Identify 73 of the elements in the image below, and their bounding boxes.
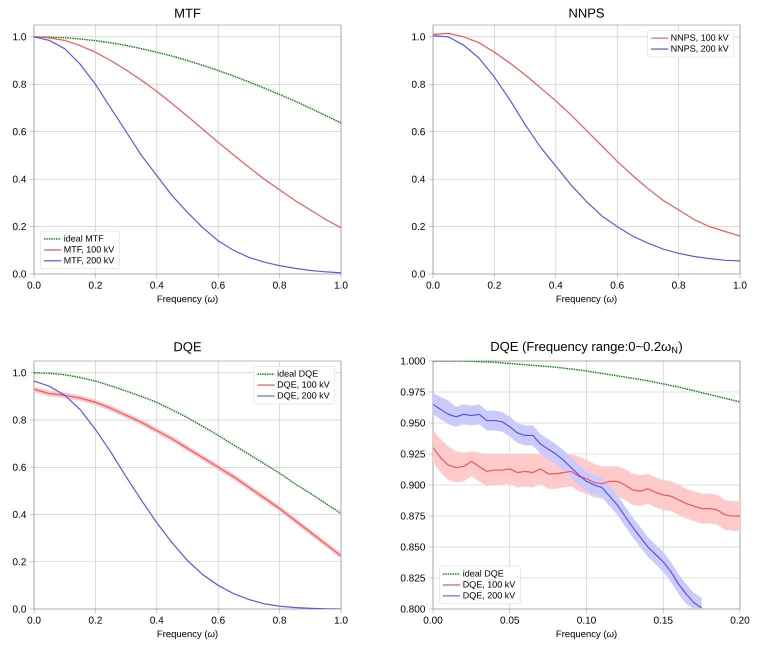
- x-axis-title: Frequency (ω): [158, 630, 218, 640]
- x-tick-label: 0.6: [610, 282, 624, 289]
- x-tick-label: 0.2: [88, 616, 102, 624]
- line-series: [34, 372, 342, 514]
- x-tick-label: 0.15: [654, 616, 673, 624]
- line-series: [34, 36, 342, 228]
- y-tick-label: 0.925: [400, 450, 425, 458]
- legend-label: ideal MTF: [64, 235, 104, 242]
- x-tick-label: 0.4: [150, 282, 164, 289]
- y-tick-label: 0.2: [412, 223, 425, 230]
- x-tick-label: 0.0: [426, 282, 440, 289]
- y-tick-label: 0.2: [12, 223, 26, 230]
- y-tick-label: 0.8: [12, 80, 26, 88]
- x-axis-title: Frequency (ω): [556, 295, 617, 304]
- chart-title: MTF: [175, 8, 200, 18]
- y-tick-label: 0.975: [400, 388, 425, 396]
- line-series: [34, 380, 342, 609]
- x-tick-label: 0.0: [27, 282, 41, 289]
- x-tick-label: 0.20: [730, 616, 750, 624]
- legend-label: DQE, 200 kV: [463, 592, 516, 600]
- x-tick-label: 0.2: [88, 282, 102, 289]
- legend-label: DQE, 200 kV: [278, 392, 330, 400]
- x-tick-label: 1.0: [334, 616, 348, 624]
- y-tick-label: 0.6: [412, 128, 425, 136]
- y-tick-label: 0.8: [412, 80, 425, 88]
- x-tick-label: 0.4: [549, 282, 562, 289]
- x-axis-title: Frequency (ω): [556, 630, 617, 640]
- y-tick-label: 0.8: [12, 416, 26, 424]
- y-tick-label: 0.0: [12, 605, 26, 613]
- y-tick-label: 1.0: [412, 33, 425, 40]
- x-tick-label: 1.0: [334, 282, 348, 289]
- legend-label: NNPS, 200 kV: [671, 45, 729, 53]
- y-tick-label: 0.0: [12, 270, 26, 278]
- chart-title: NNPS: [570, 8, 604, 18]
- y-tick-label: 0.6: [12, 128, 26, 136]
- y-tick-label: 0.4: [12, 510, 26, 518]
- legend-label: NNPS, 100 kV: [671, 34, 729, 42]
- x-tick-label: 0.8: [672, 282, 686, 289]
- y-tick-label: 0.950: [400, 419, 425, 427]
- chart-title: DQE (Frequency range:0~0.2ω$_{N}$): [491, 342, 682, 354]
- y-tick-label: 0.0: [412, 270, 425, 278]
- y-tick-label: 1.0: [13, 33, 26, 40]
- y-tick-label: 0.6: [12, 464, 26, 471]
- y-tick-label: 1.0: [13, 369, 26, 376]
- legend-label: MTF, 200 kV: [64, 256, 114, 265]
- x-tick-label: 0.4: [150, 616, 164, 624]
- legend-label: DQE, 100 kV: [278, 381, 330, 390]
- y-tick-label: 0.4: [412, 176, 426, 183]
- y-tick-label: 0.825: [400, 574, 425, 582]
- y-tick-label: 0.4: [12, 176, 26, 183]
- legend-label: MTF, 100 kV: [64, 246, 114, 254]
- y-tick-label: 0.850: [400, 543, 425, 551]
- line-series: [34, 36, 342, 124]
- y-tick-label: 0.2: [12, 558, 26, 566]
- x-tick-label: 1.0: [734, 282, 747, 289]
- y-tick-label: 1.000: [401, 357, 425, 365]
- x-tick-label: 0.05: [500, 616, 520, 624]
- legend-label: ideal DQE: [463, 570, 504, 578]
- x-tick-label: 0.2: [488, 282, 501, 289]
- y-tick-label: 0.900: [400, 481, 425, 489]
- chart-title: DQE: [174, 342, 202, 354]
- x-tick-label: 0.10: [577, 616, 596, 624]
- y-tick-label: 0.800: [400, 605, 425, 613]
- x-tick-label: 0.0: [27, 616, 41, 624]
- x-tick-label: 0.8: [273, 282, 286, 289]
- x-axis-title: Frequency (ω): [158, 295, 218, 304]
- legend-label: DQE, 100 kV: [463, 580, 516, 590]
- x-tick-label: 0.6: [212, 616, 225, 624]
- y-tick-label: 0.875: [400, 512, 425, 520]
- legend-label: ideal DQE: [278, 370, 318, 378]
- x-tick-label: 0.8: [273, 616, 286, 624]
- x-tick-label: 0.6: [212, 282, 225, 289]
- x-tick-label: 0.00: [424, 616, 442, 624]
